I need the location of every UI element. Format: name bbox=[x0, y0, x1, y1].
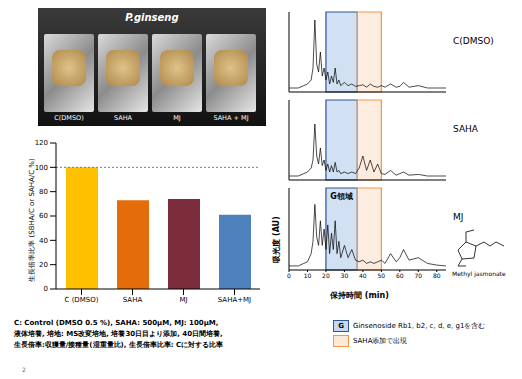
html-text:SAHA + MJ: SAHA + MJ bbox=[213, 114, 249, 122]
svg-text:0: 0 bbox=[44, 285, 48, 293]
svg-text:70: 70 bbox=[414, 272, 422, 279]
html-text:C(DMSO): C(DMSO) bbox=[453, 36, 494, 46]
svg-text:C (DMSO): C (DMSO) bbox=[65, 296, 99, 304]
svg-text:30: 30 bbox=[341, 272, 349, 279]
svg-text:100: 100 bbox=[35, 164, 48, 172]
html-text:G: G bbox=[338, 322, 344, 330]
html-text:MJ: MJ bbox=[173, 114, 181, 122]
svg-text:40: 40 bbox=[359, 272, 367, 279]
svg-text:60: 60 bbox=[39, 212, 48, 220]
html-text:C: Control (DMSO 0.5 %), SAHA:: C: Control (DMSO 0.5 %), SAHA: 500μM, MJ… bbox=[14, 319, 219, 327]
html-text:Methyl jasmonate: Methyl jasmonate bbox=[452, 270, 506, 277]
html-text:SAHA添加で出現: SAHA添加で出現 bbox=[353, 337, 408, 345]
html-text:液体培養, 培地: MS改変培地, 培養30日目より添加,: 液体培養, 培地: MS改変培地, 培養30日目より添加, 40日間培養, bbox=[14, 330, 223, 338]
svg-text:120: 120 bbox=[35, 139, 48, 147]
svg-text:50: 50 bbox=[378, 272, 386, 279]
svg-text:10: 10 bbox=[304, 272, 312, 279]
svg-text:20: 20 bbox=[39, 261, 48, 269]
svg-text:60: 60 bbox=[396, 272, 404, 279]
svg-text:40: 40 bbox=[39, 237, 48, 245]
svg-text:0: 0 bbox=[287, 272, 291, 279]
svg-text:80: 80 bbox=[39, 188, 48, 196]
html-text:MJ: MJ bbox=[453, 212, 464, 222]
html-text:保持時間 (min): 保持時間 (min) bbox=[330, 291, 389, 300]
svg-text:MJ: MJ bbox=[179, 296, 187, 304]
svg-text:20: 20 bbox=[322, 272, 330, 279]
html-text:SAHA: SAHA bbox=[114, 114, 132, 122]
html-text:Ginsenoside Rb1, b2, c, d, e,: Ginsenoside Rb1, b2, c, d, e, g1を含む bbox=[353, 322, 486, 330]
html-text:SAHA: SAHA bbox=[453, 124, 478, 134]
svg-text:G領域: G領域 bbox=[330, 192, 353, 201]
html-text:生長倍率:収獲量/接種量(湿重量比), 生長倍率比率: Cに: 生長倍率:収獲量/接種量(湿重量比), 生長倍率比率: Cに対する比率 bbox=[14, 341, 224, 349]
html-text:C(DMSO): C(DMSO) bbox=[54, 114, 84, 122]
svg-text:SAHA: SAHA bbox=[123, 296, 143, 304]
html-text:生長倍率比率 (SBHA/C or SAHA/C %): 生長倍率比率 (SBHA/C or SAHA/C %) bbox=[28, 158, 36, 282]
html-text:P.ginseng: P.ginseng bbox=[125, 12, 179, 23]
svg-text:SAHA+MJ: SAHA+MJ bbox=[218, 296, 251, 304]
html-text:吸光度 (AU): 吸光度 (AU) bbox=[271, 216, 281, 263]
html-text:2: 2 bbox=[22, 366, 26, 373]
svg-text:80: 80 bbox=[433, 272, 441, 279]
